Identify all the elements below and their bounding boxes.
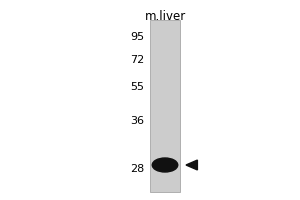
Text: 36: 36 bbox=[130, 116, 144, 126]
Bar bbox=[150, 20, 180, 192]
Text: m.liver: m.liver bbox=[144, 10, 186, 23]
Ellipse shape bbox=[152, 158, 178, 172]
Polygon shape bbox=[186, 160, 197, 170]
Text: 28: 28 bbox=[130, 164, 144, 174]
Text: 72: 72 bbox=[130, 55, 144, 65]
Text: 55: 55 bbox=[130, 82, 144, 92]
Text: 95: 95 bbox=[130, 32, 144, 42]
